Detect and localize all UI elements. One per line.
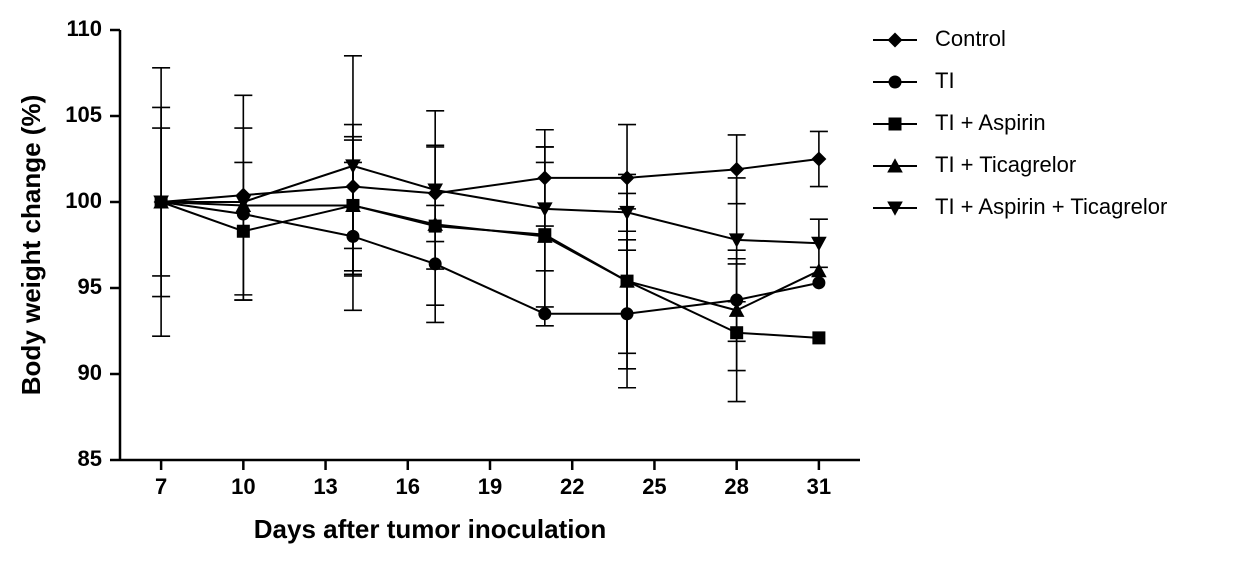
series-line: [161, 202, 819, 338]
legend-marker: [889, 118, 902, 131]
series-marker: [811, 263, 827, 277]
series-marker: [429, 257, 442, 270]
y-tick-label: 105: [65, 102, 102, 127]
y-tick-label: 110: [67, 16, 103, 41]
legend-label: TI + Ticagrelor: [935, 152, 1076, 177]
y-axis-label: Body weight change (%): [16, 95, 46, 395]
x-tick-label: 16: [396, 474, 420, 499]
y-tick-label: 85: [78, 446, 102, 471]
series-marker: [621, 307, 634, 320]
series-marker: [345, 179, 360, 194]
series-marker: [730, 326, 743, 339]
series-marker: [237, 225, 250, 238]
legend-marker: [889, 76, 902, 89]
x-axis-label: Days after tumor inoculation: [254, 514, 607, 544]
x-tick-label: 31: [807, 474, 831, 499]
legend-marker: [888, 33, 903, 48]
legend-label: TI: [935, 68, 955, 93]
series-line: [161, 202, 819, 314]
y-tick-label: 95: [78, 274, 102, 299]
series-marker: [812, 331, 825, 344]
y-tick-label: 90: [78, 360, 102, 385]
series-marker: [811, 152, 826, 167]
series-marker: [538, 307, 551, 320]
legend-label: Control: [935, 26, 1006, 51]
page-root: { "chart": { "type": "line-errorbar", "w…: [0, 0, 1240, 587]
x-tick-label: 13: [313, 474, 337, 499]
x-tick-label: 7: [155, 474, 167, 499]
x-tick-label: 22: [560, 474, 584, 499]
series-marker: [620, 170, 635, 185]
x-tick-label: 25: [642, 474, 666, 499]
x-tick-label: 28: [724, 474, 748, 499]
x-tick-label: 10: [231, 474, 255, 499]
y-tick-label: 100: [65, 188, 102, 213]
series-marker: [346, 230, 359, 243]
legend-label: TI + Aspirin: [935, 110, 1046, 135]
series-marker: [729, 162, 744, 177]
lines-layer: [161, 159, 819, 338]
x-tick-label: 19: [478, 474, 502, 499]
legend-label: TI + Aspirin + Ticagrelor: [935, 194, 1167, 219]
bodyweight-chart: 85 90 95 100 105 110 7 10 13 16 19 22 25 28 31 Body wei…: [0, 0, 1240, 587]
markers-layer: [153, 152, 826, 345]
series-marker: [537, 170, 552, 185]
series-marker: [812, 276, 825, 289]
